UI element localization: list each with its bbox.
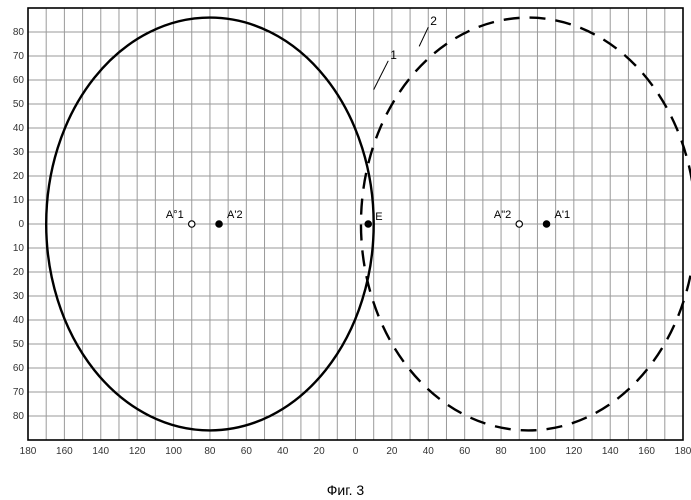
svg-text:140: 140 xyxy=(602,446,619,457)
svg-text:50: 50 xyxy=(13,99,25,110)
svg-text:40: 40 xyxy=(423,446,435,457)
point-marker xyxy=(516,221,522,227)
svg-text:30: 30 xyxy=(13,147,25,158)
svg-text:20: 20 xyxy=(386,446,398,457)
figure-caption: Фиг. 3 xyxy=(0,482,691,498)
svg-text:70: 70 xyxy=(13,51,25,62)
ellipse-label: 1 xyxy=(390,48,397,62)
svg-text:60: 60 xyxy=(13,363,25,374)
svg-text:10: 10 xyxy=(13,195,25,206)
svg-text:80: 80 xyxy=(204,446,216,457)
point-marker xyxy=(216,221,222,227)
svg-text:160: 160 xyxy=(638,446,655,457)
point-label: A'2 xyxy=(227,209,243,221)
point-marker xyxy=(543,221,549,227)
svg-text:80: 80 xyxy=(13,27,25,38)
svg-text:160: 160 xyxy=(56,446,73,457)
svg-text:40: 40 xyxy=(13,315,25,326)
point-label: A'1 xyxy=(555,209,571,221)
point-label: A°1 xyxy=(166,209,184,221)
svg-text:0: 0 xyxy=(18,219,24,230)
svg-text:30: 30 xyxy=(13,291,25,302)
ellipse-diagram: 12A°1A'2EA"2A'18070605040302010010203040… xyxy=(0,0,691,480)
svg-text:80: 80 xyxy=(13,411,25,422)
svg-text:40: 40 xyxy=(13,123,25,134)
svg-text:120: 120 xyxy=(565,446,582,457)
svg-text:20: 20 xyxy=(314,446,326,457)
svg-text:60: 60 xyxy=(241,446,253,457)
svg-text:60: 60 xyxy=(13,75,25,86)
svg-text:40: 40 xyxy=(277,446,289,457)
svg-text:10: 10 xyxy=(13,243,25,254)
svg-text:50: 50 xyxy=(13,339,25,350)
svg-text:100: 100 xyxy=(529,446,546,457)
svg-text:20: 20 xyxy=(13,267,25,278)
point-marker xyxy=(365,221,371,227)
svg-text:180: 180 xyxy=(20,446,37,457)
svg-text:180: 180 xyxy=(675,446,691,457)
svg-text:20: 20 xyxy=(13,171,25,182)
svg-text:80: 80 xyxy=(495,446,507,457)
svg-text:100: 100 xyxy=(165,446,182,457)
point-label: A"2 xyxy=(494,209,511,221)
svg-text:140: 140 xyxy=(92,446,109,457)
svg-text:120: 120 xyxy=(129,446,146,457)
ellipse-label: 2 xyxy=(430,14,437,28)
point-marker xyxy=(189,221,195,227)
svg-text:60: 60 xyxy=(459,446,471,457)
svg-text:70: 70 xyxy=(13,387,25,398)
svg-text:0: 0 xyxy=(353,446,359,457)
point-label: E xyxy=(375,211,382,223)
